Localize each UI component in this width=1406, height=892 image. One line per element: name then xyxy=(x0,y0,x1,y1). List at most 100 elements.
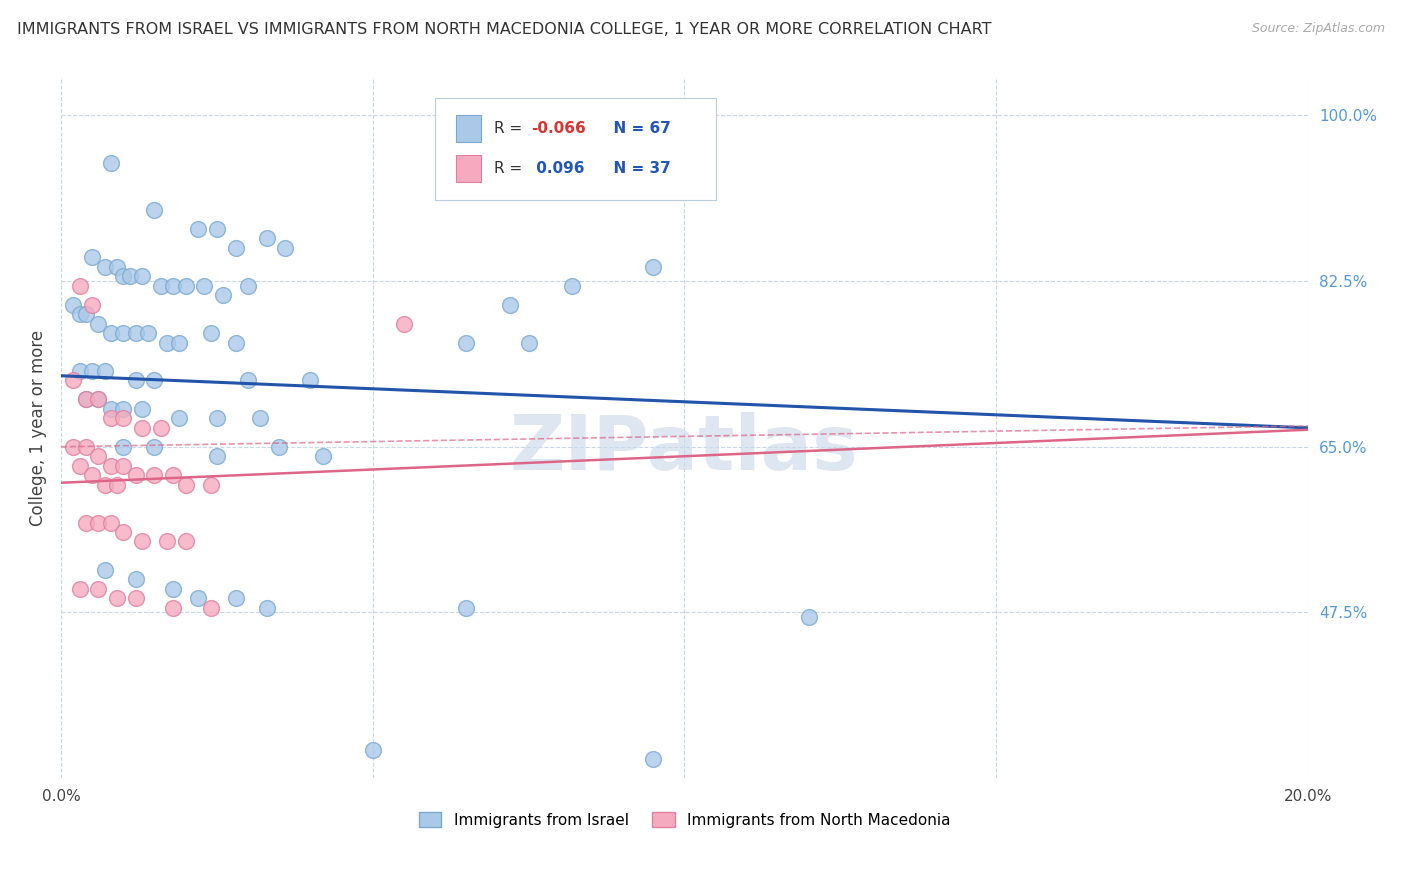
Text: 0.096: 0.096 xyxy=(531,161,585,176)
Point xyxy=(200,477,222,491)
Point xyxy=(149,421,172,435)
Point xyxy=(131,534,153,549)
Text: -0.066: -0.066 xyxy=(531,121,586,136)
Point xyxy=(112,411,135,425)
Point xyxy=(205,222,228,236)
Point xyxy=(75,392,97,407)
Point xyxy=(125,374,148,388)
Point xyxy=(225,241,247,255)
Point xyxy=(112,401,135,416)
Point xyxy=(87,392,110,407)
Point xyxy=(392,317,415,331)
Point xyxy=(100,326,122,340)
Point xyxy=(82,298,104,312)
Point xyxy=(249,411,271,425)
Text: Source: ZipAtlas.com: Source: ZipAtlas.com xyxy=(1251,22,1385,36)
Point xyxy=(143,440,166,454)
Point xyxy=(125,326,148,340)
Point xyxy=(69,278,91,293)
Point xyxy=(205,449,228,463)
Point xyxy=(131,401,153,416)
Point xyxy=(274,241,297,255)
Point xyxy=(200,600,222,615)
Point xyxy=(156,534,179,549)
Point xyxy=(112,326,135,340)
Point xyxy=(93,260,115,274)
Point xyxy=(93,364,115,378)
Text: N = 67: N = 67 xyxy=(603,121,671,136)
Point xyxy=(561,278,583,293)
Point xyxy=(82,251,104,265)
Point xyxy=(136,326,159,340)
Point xyxy=(169,411,191,425)
Point xyxy=(100,516,122,530)
Text: ZIPatlas: ZIPatlas xyxy=(510,412,859,486)
Point xyxy=(174,278,197,293)
Point xyxy=(87,582,110,596)
Point xyxy=(87,516,110,530)
Bar xyxy=(456,115,481,142)
Point xyxy=(131,421,153,435)
Point xyxy=(100,401,122,416)
Point xyxy=(193,278,215,293)
Point xyxy=(187,591,209,606)
Point xyxy=(87,317,110,331)
Point xyxy=(131,269,153,284)
Point xyxy=(236,374,259,388)
Point xyxy=(269,440,291,454)
Point xyxy=(75,440,97,454)
Point xyxy=(105,260,128,274)
Point xyxy=(212,288,235,302)
Point xyxy=(82,364,104,378)
Point xyxy=(62,298,84,312)
Point xyxy=(156,335,179,350)
Point xyxy=(75,307,97,321)
Point xyxy=(112,269,135,284)
Point xyxy=(456,600,478,615)
Point xyxy=(69,582,91,596)
Point xyxy=(125,572,148,586)
Point xyxy=(187,222,209,236)
Point xyxy=(125,468,148,483)
Point xyxy=(69,307,91,321)
Point xyxy=(205,411,228,425)
Text: R =: R = xyxy=(494,121,527,136)
Point xyxy=(112,458,135,473)
Bar xyxy=(456,155,481,182)
Point xyxy=(256,231,278,245)
Point xyxy=(105,591,128,606)
Point xyxy=(200,326,222,340)
Point xyxy=(93,563,115,577)
Point xyxy=(225,335,247,350)
Text: N = 37: N = 37 xyxy=(603,161,671,176)
Point xyxy=(162,582,184,596)
Point xyxy=(62,374,84,388)
Point xyxy=(69,364,91,378)
Point xyxy=(143,374,166,388)
Point xyxy=(299,374,322,388)
Point xyxy=(225,591,247,606)
Point xyxy=(118,269,141,284)
Point xyxy=(174,477,197,491)
Point xyxy=(87,449,110,463)
Point xyxy=(93,477,115,491)
Legend: Immigrants from Israel, Immigrants from North Macedonia: Immigrants from Israel, Immigrants from … xyxy=(412,805,956,834)
Point xyxy=(643,260,665,274)
Point xyxy=(105,477,128,491)
FancyBboxPatch shape xyxy=(434,98,716,200)
Point xyxy=(162,278,184,293)
Text: IMMIGRANTS FROM ISRAEL VS IMMIGRANTS FROM NORTH MACEDONIA COLLEGE, 1 YEAR OR MOR: IMMIGRANTS FROM ISRAEL VS IMMIGRANTS FRO… xyxy=(17,22,991,37)
Point xyxy=(82,468,104,483)
Point xyxy=(643,752,665,766)
Point xyxy=(69,458,91,473)
Point xyxy=(100,411,122,425)
Point xyxy=(100,155,122,169)
Point xyxy=(169,335,191,350)
Point xyxy=(256,600,278,615)
Point xyxy=(112,524,135,539)
Point xyxy=(75,516,97,530)
Point xyxy=(162,600,184,615)
Point xyxy=(100,458,122,473)
Point xyxy=(174,534,197,549)
Point xyxy=(456,335,478,350)
